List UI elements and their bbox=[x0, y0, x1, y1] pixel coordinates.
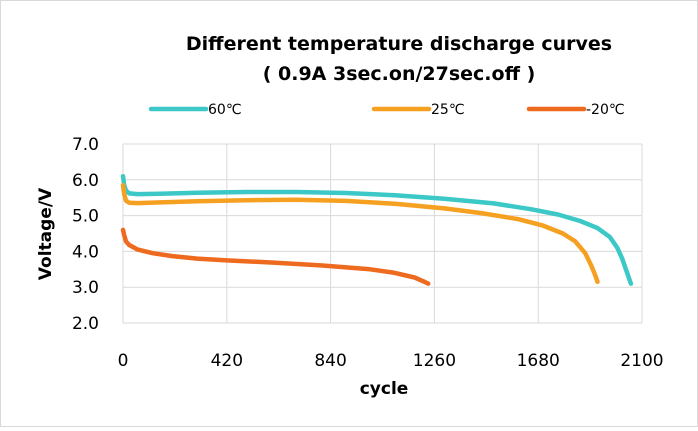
y-tick-label: 5.0 bbox=[72, 207, 99, 227]
legend: 60℃ 25℃ -20℃ bbox=[148, 102, 625, 118]
x-tick-label: 2100 bbox=[620, 351, 663, 371]
series-line-2 bbox=[120, 227, 431, 286]
x-tick-label: 1260 bbox=[413, 351, 456, 371]
x-axis-title: cycle bbox=[360, 379, 409, 399]
y-tick-label: 6.0 bbox=[72, 171, 99, 191]
legend-label-1: 25℃ bbox=[431, 102, 465, 118]
grid-layer bbox=[122, 143, 643, 324]
x-tick-label: 420 bbox=[211, 351, 243, 371]
tick-layer: 2.0 3.0 4.0 5.0 6.0 7.0 0 420 840 1260 1680 2100 bbox=[72, 135, 664, 371]
legend-label-0: 60℃ bbox=[208, 102, 242, 118]
y-tick-label: 3.0 bbox=[72, 278, 99, 298]
y-axis-title: Voltage/V bbox=[36, 187, 56, 280]
chart-title: Different temperature discharge curves bbox=[186, 33, 612, 55]
x-tick-label: 840 bbox=[314, 351, 346, 371]
series-line-0 bbox=[120, 173, 634, 286]
series-line-1 bbox=[120, 182, 600, 285]
series-layer bbox=[120, 173, 634, 286]
y-tick-label: 4.0 bbox=[72, 242, 99, 262]
chart-subtitle: ( 0.9A 3sec.on/27sec.off ) bbox=[263, 63, 536, 85]
y-tick-label: 7.0 bbox=[72, 135, 99, 155]
y-tick-label: 2.0 bbox=[72, 314, 99, 334]
x-tick-label: 1680 bbox=[517, 351, 560, 371]
x-tick-label: 0 bbox=[118, 351, 129, 371]
legend-label-2: -20℃ bbox=[586, 102, 625, 118]
